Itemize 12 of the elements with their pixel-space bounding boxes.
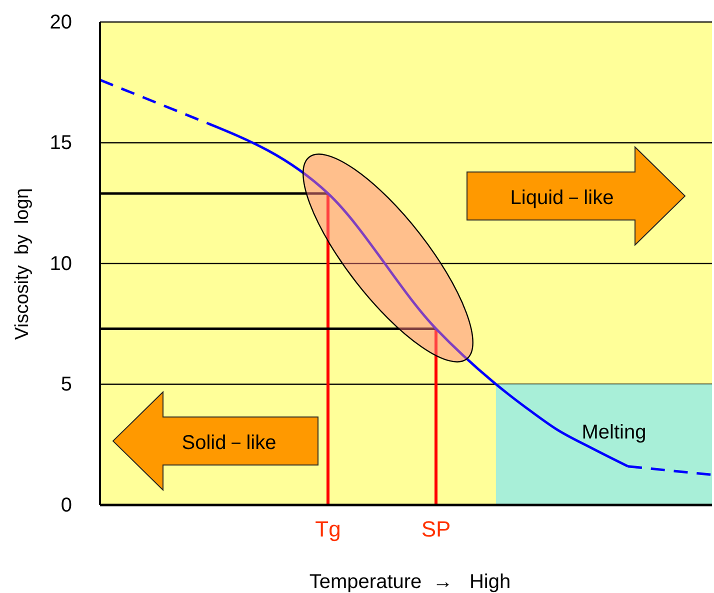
series-label: Melting xyxy=(582,422,646,444)
y-tick-label: 0 xyxy=(60,494,72,516)
y-tick-label: 20 xyxy=(50,11,72,34)
x-tick-label: SP xyxy=(421,516,451,542)
y-tick-label: 15 xyxy=(50,132,72,154)
x-axis-title: Temperature → High xyxy=(309,571,511,593)
y-axis-title: Viscosity by logη xyxy=(12,188,33,340)
y-tick-label: 10 xyxy=(50,252,72,275)
x-tick-label: Tg xyxy=(315,516,341,542)
y-tick-label: 5 xyxy=(60,374,72,396)
annotation: Liquid－like xyxy=(510,187,614,209)
annotation: Solid－like xyxy=(182,432,276,454)
